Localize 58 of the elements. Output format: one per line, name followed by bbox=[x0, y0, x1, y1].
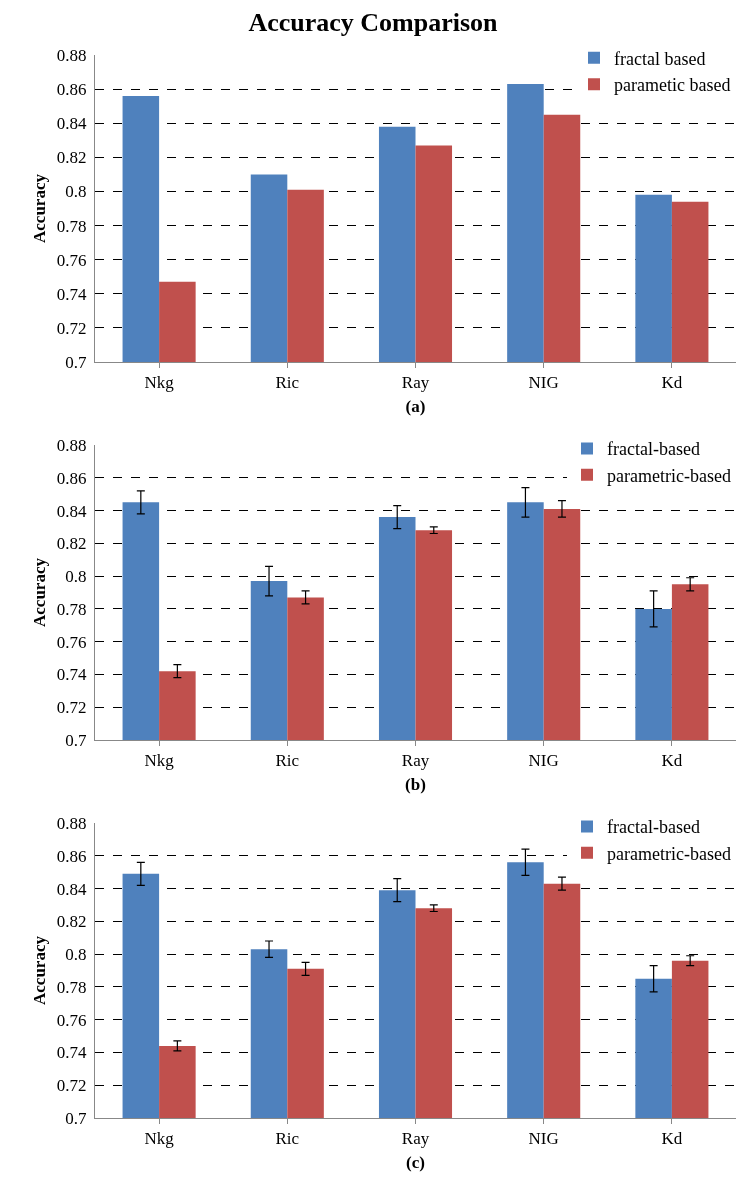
y-tick-label: 0.74 bbox=[56, 1043, 88, 1063]
legend-label: parametric-based bbox=[607, 465, 731, 486]
x-tick-label: Ric bbox=[275, 751, 300, 771]
x-tick-label: Ric bbox=[275, 373, 300, 393]
y-tick-label: 0.8 bbox=[65, 945, 87, 965]
x-tick-label: NIG bbox=[528, 751, 559, 771]
y-tick-label: 0.72 bbox=[56, 1076, 87, 1096]
x-tick-label: NIG bbox=[528, 1129, 559, 1149]
y-tick-label: 0.7 bbox=[65, 730, 88, 750]
y-tick-label: 0.8 bbox=[65, 182, 87, 202]
y-tick-label: 0.7 bbox=[65, 352, 88, 372]
legend-label: fractal based bbox=[614, 48, 706, 69]
y-tick-label: 0.78 bbox=[56, 216, 87, 236]
y-tick-label: 0.84 bbox=[56, 879, 88, 899]
y-axis-title: Accuracy bbox=[30, 557, 50, 627]
y-tick-label: 0.82 bbox=[56, 912, 87, 932]
legend-label: parametric-based bbox=[607, 843, 731, 864]
y-tick-label: 0.88 bbox=[56, 813, 87, 833]
y-tick-label: 0.76 bbox=[56, 1010, 87, 1030]
y-tick-label: 0.84 bbox=[56, 501, 88, 521]
y-tick-label: 0.74 bbox=[56, 665, 88, 685]
x-tick-label: Nkg bbox=[144, 1129, 175, 1149]
y-tick-label: 0.76 bbox=[56, 250, 87, 270]
y-tick-label: 0.86 bbox=[56, 846, 87, 866]
y-tick-label: 0.78 bbox=[56, 599, 87, 619]
x-tick-label: Kd bbox=[661, 373, 683, 393]
y-tick-label: 0.82 bbox=[56, 534, 87, 554]
x-tick-label: Kd bbox=[661, 1129, 683, 1149]
y-tick-label: 0.88 bbox=[56, 45, 87, 65]
y-tick-label: 0.72 bbox=[56, 318, 87, 338]
y-tick-label: 0.82 bbox=[56, 148, 87, 168]
x-tick-label: Kd bbox=[661, 751, 683, 771]
y-tick-label: 0.86 bbox=[56, 80, 87, 100]
y-tick-label: 0.84 bbox=[56, 114, 88, 134]
y-axis-title: Accuracy bbox=[30, 173, 50, 243]
x-tick-label: Ray bbox=[401, 373, 430, 393]
y-tick-label: 0.8 bbox=[65, 567, 87, 587]
x-tick-label: Ray bbox=[401, 1129, 430, 1149]
y-axis-title: Accuracy bbox=[30, 935, 50, 1005]
x-axis-title: (c) bbox=[406, 1152, 425, 1172]
y-tick-label: 0.88 bbox=[56, 435, 87, 455]
y-tick-label: 0.74 bbox=[56, 284, 88, 304]
y-tick-label: 0.76 bbox=[56, 632, 87, 652]
legend-label: parametic based bbox=[614, 75, 731, 96]
x-tick-label: Nkg bbox=[144, 751, 175, 771]
x-tick-label: Ray bbox=[401, 751, 430, 771]
x-tick-label: Nkg bbox=[144, 373, 175, 393]
x-axis-title: (b) bbox=[405, 774, 426, 794]
y-tick-label: 0.86 bbox=[56, 468, 87, 488]
y-tick-label: 0.7 bbox=[65, 1108, 88, 1128]
legend-label: fractal-based bbox=[607, 439, 700, 460]
y-tick-label: 0.78 bbox=[56, 977, 87, 997]
chart-title: Accuracy Comparison bbox=[248, 7, 499, 37]
x-tick-label: NIG bbox=[528, 373, 559, 393]
legend-label: fractal-based bbox=[607, 817, 700, 838]
x-axis-title: (a) bbox=[405, 396, 426, 416]
x-tick-label: Ric bbox=[275, 1129, 300, 1149]
y-tick-label: 0.72 bbox=[56, 698, 87, 718]
